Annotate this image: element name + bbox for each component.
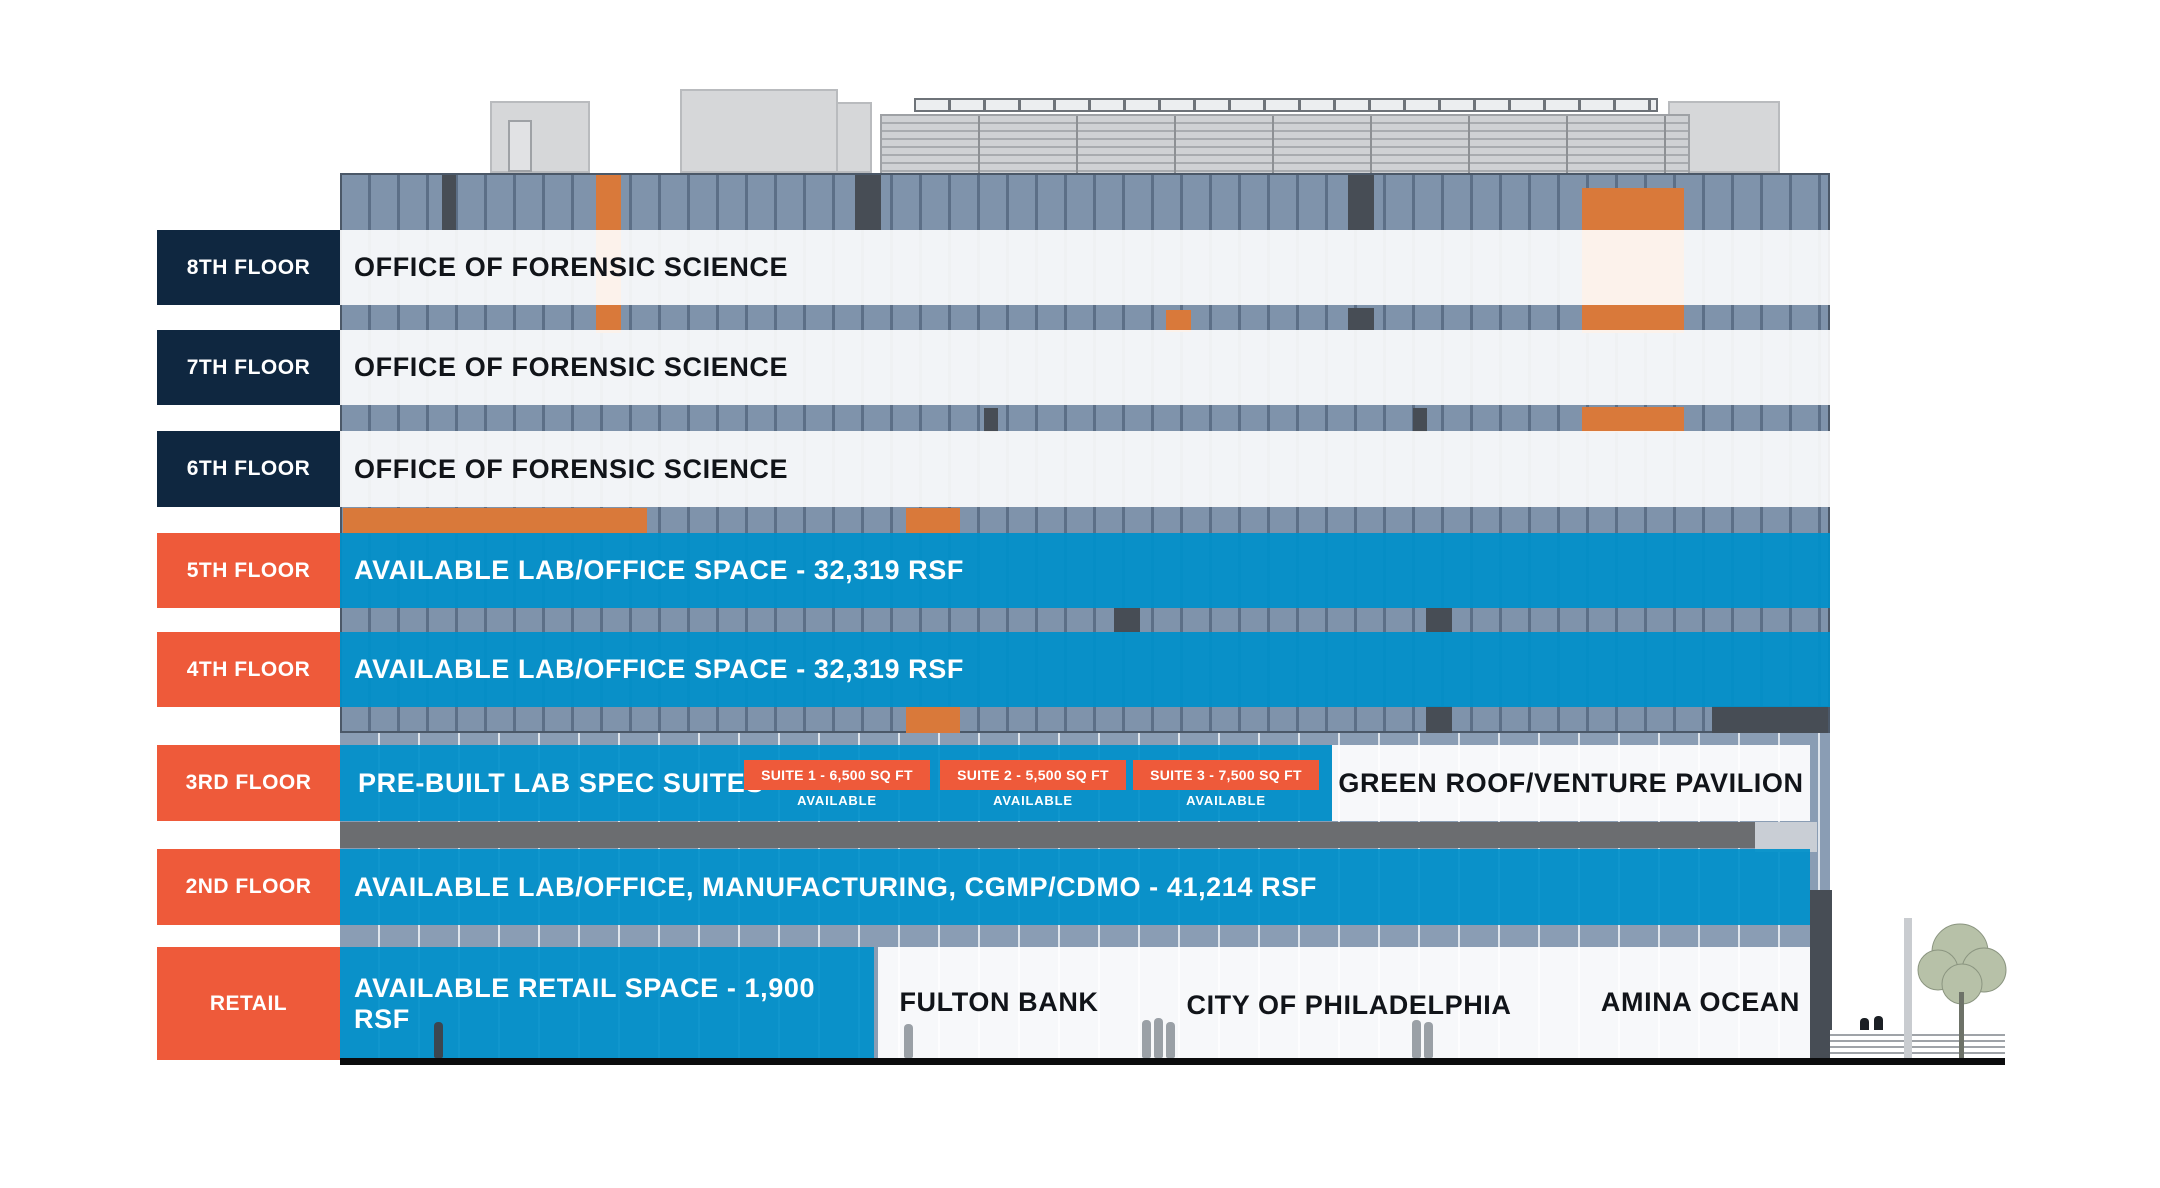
floor-tag-4th: 4TH FLOOR [157, 632, 340, 707]
pedestrian-silhouette [1142, 1020, 1151, 1058]
floor-band-4th-label: AVAILABLE LAB/OFFICE SPACE - 32,319 RSF [354, 654, 964, 684]
floor-band-8th[interactable]: OFFICE OF FORENSIC SCIENCE [340, 230, 1830, 305]
floor-tag-3rd: 3RD FLOOR [157, 745, 340, 821]
facade-dark-panel [1413, 408, 1427, 432]
suite-3[interactable]: SUITE 3 - 7,500 SQ FT AVAILABLE [1133, 760, 1319, 816]
floor-band-3rd-label: PRE-BUILT LAB SPEC SUITES [358, 767, 765, 798]
suite-2[interactable]: SUITE 2 - 5,500 SQ FT AVAILABLE [940, 760, 1126, 816]
facade-dark-panel [1426, 706, 1452, 733]
suite-2-status: AVAILABLE [993, 793, 1073, 808]
retail-tenant-fulton-bank[interactable]: FULTON BANK [878, 947, 1120, 1058]
facade-dark-panel [1348, 175, 1374, 230]
facade-dark-panel [1712, 706, 1828, 733]
floor-band-retail-label: AVAILABLE RETAIL SPACE - 1,900 RSF [354, 972, 816, 1034]
floor-band-retail[interactable]: AVAILABLE RETAIL SPACE - 1,900 RSF [340, 947, 874, 1060]
facade-dark-pier [1810, 890, 1832, 1058]
floor-band-2nd-label: AVAILABLE LAB/OFFICE, MANUFACTURING, CGM… [354, 871, 1317, 902]
pedestrian-silhouette [1412, 1020, 1421, 1058]
rooftop-door [508, 120, 532, 172]
rooftop-mechanical-box [680, 89, 838, 173]
suite-1[interactable]: SUITE 1 - 6,500 SQ FT AVAILABLE [744, 760, 930, 816]
suite-1-badge: SUITE 1 - 6,500 SQ FT [744, 760, 930, 790]
facade-accent-panel [1582, 407, 1684, 432]
facade-accent-panel [906, 706, 960, 733]
floor-band-6th-label: OFFICE OF FORENSIC SCIENCE [354, 453, 789, 484]
facade-dark-panel [1348, 308, 1374, 330]
tree-icon [1917, 923, 2007, 1060]
facade-dark-panel [1426, 608, 1452, 632]
floor-tag-7th: 7TH FLOOR [157, 330, 340, 405]
facade-accent-panel [1166, 310, 1191, 332]
floor-band-7th-label: OFFICE OF FORENSIC SCIENCE [354, 352, 789, 382]
light-pole [1904, 918, 1912, 1058]
pedestrian-silhouette [1166, 1022, 1175, 1058]
retail-tenant-amina-ocean-label: AMINA OCEAN [1600, 987, 1800, 1017]
pedestrian-silhouette [1424, 1022, 1433, 1058]
facade-dark-panel [1114, 608, 1140, 632]
suite-2-badge: SUITE 2 - 5,500 SQ FT [940, 760, 1126, 790]
floor-tag-5th: 5TH FLOOR [157, 533, 340, 608]
floor-band-5th-label: AVAILABLE LAB/OFFICE SPACE - 32,319 RSF [354, 555, 964, 585]
green-roof-pavilion[interactable]: GREEN ROOF/VENTURE PAVILION [1332, 745, 1810, 821]
pedestrian-silhouette [434, 1022, 443, 1058]
suite-1-status: AVAILABLE [797, 793, 877, 808]
floor-band-6th[interactable]: OFFICE OF FORENSIC SCIENCE [340, 431, 1830, 507]
retail-tenant-city-of-philadelphia-label: CITY OF PHILADELPHIA [1186, 990, 1512, 1020]
floor-band-7th[interactable]: OFFICE OF FORENSIC SCIENCE [340, 330, 1830, 405]
floor-tag-6th: 6TH FLOOR [157, 431, 340, 507]
floor-slab-band [340, 822, 1755, 848]
entry-stair [1830, 1030, 2005, 1058]
rooftop-stair-tower [490, 101, 590, 173]
retail-tenant-fulton-bank-label: FULTON BANK [899, 987, 1099, 1017]
floor-band-4th[interactable]: AVAILABLE LAB/OFFICE SPACE - 32,319 RSF [340, 632, 1830, 707]
green-roof-pavilion-label: GREEN ROOF/VENTURE PAVILION [1338, 767, 1804, 798]
rooftop-mechanical-box-small [836, 102, 872, 173]
facade-accent-panel [343, 508, 647, 534]
floor-band-8th-label: OFFICE OF FORENSIC SCIENCE [354, 252, 789, 282]
rooftop-solar-panels [914, 98, 1658, 112]
retail-tenant-city-of-philadelphia[interactable]: CITY OF PHILADELPHIA [1120, 947, 1578, 1058]
suite-3-status: AVAILABLE [1186, 793, 1266, 808]
facade-dark-panel [984, 408, 998, 432]
facade-accent-panel [906, 508, 960, 534]
floor-band-2nd[interactable]: AVAILABLE LAB/OFFICE, MANUFACTURING, CGM… [340, 849, 1810, 925]
suite-3-badge: SUITE 3 - 7,500 SQ FT [1133, 760, 1319, 790]
floor-tag-2nd: 2ND FLOOR [157, 849, 340, 925]
pedestrian-silhouette [904, 1024, 913, 1058]
facade-dark-panel [442, 175, 456, 230]
pedestrian-silhouette [1154, 1018, 1163, 1058]
floor-band-5th[interactable]: AVAILABLE LAB/OFFICE SPACE - 32,319 RSF [340, 533, 1830, 608]
floor-tag-retail: RETAIL [157, 947, 340, 1060]
facade-dark-panel [855, 175, 881, 230]
retail-tenant-amina-ocean[interactable]: AMINA OCEAN [1578, 947, 1810, 1058]
rooftop-equipment-screen [880, 114, 1690, 176]
ground-line [340, 1058, 2005, 1065]
floor-tag-8th: 8TH FLOOR [157, 230, 340, 305]
glass-column [1755, 822, 1817, 852]
